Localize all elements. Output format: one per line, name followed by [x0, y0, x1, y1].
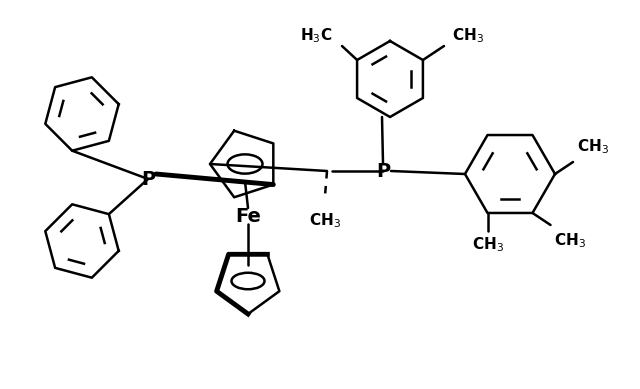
Text: CH$_3$: CH$_3$: [472, 235, 504, 254]
Text: CH$_3$: CH$_3$: [452, 27, 484, 46]
Text: CH$_3$: CH$_3$: [577, 137, 609, 156]
Text: CH$_3$: CH$_3$: [309, 211, 341, 230]
Text: Fe: Fe: [235, 207, 261, 226]
Text: CH$_3$: CH$_3$: [554, 231, 586, 250]
Text: H$_3$C: H$_3$C: [300, 27, 332, 46]
Text: P: P: [141, 170, 155, 189]
Text: P: P: [376, 161, 390, 180]
